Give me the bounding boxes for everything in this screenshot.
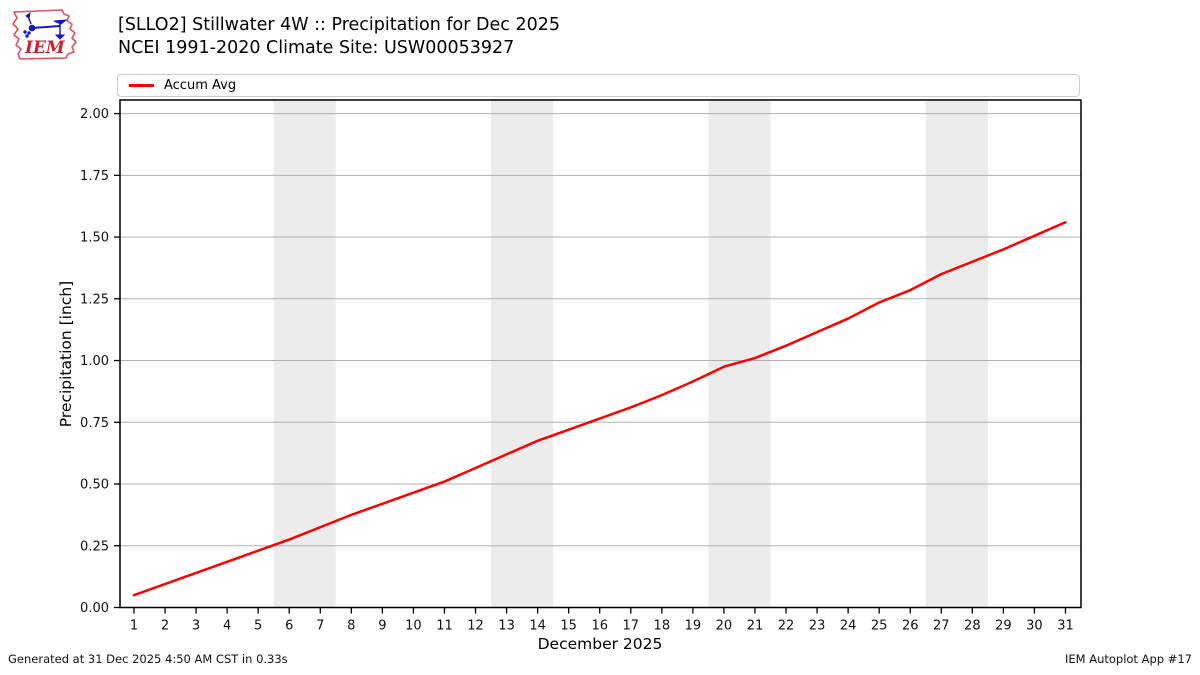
- x-tick-label: 30: [1026, 619, 1043, 634]
- x-tick-label: 17: [623, 619, 640, 634]
- x-tick-label: 25: [871, 619, 888, 634]
- x-tick-label: 1: [130, 619, 138, 634]
- x-tick-label: 29: [995, 619, 1012, 634]
- x-tick-label: 10: [405, 619, 422, 634]
- weekend-band: [925, 100, 988, 608]
- x-tick-label: 28: [964, 619, 981, 634]
- y-tick-label: 0.25: [80, 539, 109, 554]
- iem-logo: IEM: [12, 9, 77, 60]
- x-tick-label: 12: [467, 619, 484, 634]
- x-tick-label: 31: [1057, 619, 1074, 634]
- x-tick-label: 19: [685, 619, 702, 634]
- x-tick-label: 24: [840, 619, 857, 634]
- legend: Accum Avg: [117, 74, 1080, 97]
- x-tick-label: 26: [902, 619, 919, 634]
- x-tick-label: 7: [316, 619, 324, 634]
- x-tick-label: 3: [192, 619, 200, 634]
- x-tick-label: 23: [809, 619, 826, 634]
- y-axis-label: Precipitation [inch]: [57, 280, 75, 428]
- weekend-band: [708, 100, 771, 608]
- y-tick-label: 1.00: [80, 354, 109, 369]
- x-axis-label: December 2025: [537, 635, 663, 653]
- accum-avg-line: [132, 220, 1067, 597]
- weather-station-icon: [23, 11, 68, 40]
- x-tick-label: 27: [933, 619, 950, 634]
- generated-timestamp: Generated at 31 Dec 2025 4:50 AM CST in …: [8, 652, 288, 666]
- x-tick-label: 11: [436, 619, 453, 634]
- app-credit: IEM Autoplot App #17: [1064, 652, 1192, 666]
- chart-subtitle: NCEI 1991-2020 Climate Site: USW00053927: [118, 38, 515, 58]
- y-tick-label: 1.50: [80, 231, 109, 246]
- x-tick-label: 13: [498, 619, 515, 634]
- iem-logo-text: IEM: [24, 38, 66, 58]
- y-tick-label: 0.00: [80, 601, 109, 616]
- chart-title-block: [SLLO2] Stillwater 4W :: Precipitation f…: [118, 14, 560, 60]
- x-tick-label: 5: [254, 619, 262, 634]
- x-tick-label: 4: [223, 619, 231, 634]
- y-tick-label: 0.50: [80, 478, 109, 493]
- y-tick-label: 1.75: [80, 169, 109, 184]
- y-tick-label: 1.25: [80, 292, 109, 307]
- legend-label: Accum Avg: [164, 78, 237, 93]
- x-tick-label: 16: [591, 619, 608, 634]
- plot-border: [119, 99, 1082, 609]
- x-tick-label: 20: [716, 619, 733, 634]
- weekend-band: [273, 100, 336, 608]
- x-tick-label: 6: [285, 619, 293, 634]
- accum-avg-line-swatch: [129, 84, 154, 87]
- x-tick-label: 2: [161, 619, 169, 634]
- x-tick-label: 18: [654, 619, 671, 634]
- x-tick-label: 8: [347, 619, 355, 634]
- y-tick-label: 0.75: [80, 416, 109, 431]
- x-tick-label: 14: [529, 619, 546, 634]
- x-tick-label: 22: [778, 619, 795, 634]
- y-tick-label: 2.00: [80, 107, 109, 122]
- weekend-band: [491, 100, 554, 608]
- chart-title: [SLLO2] Stillwater 4W :: Precipitation f…: [118, 15, 560, 35]
- x-tick-label: 15: [560, 619, 577, 634]
- x-tick-label: 9: [378, 619, 386, 634]
- x-tick-label: 21: [747, 619, 764, 634]
